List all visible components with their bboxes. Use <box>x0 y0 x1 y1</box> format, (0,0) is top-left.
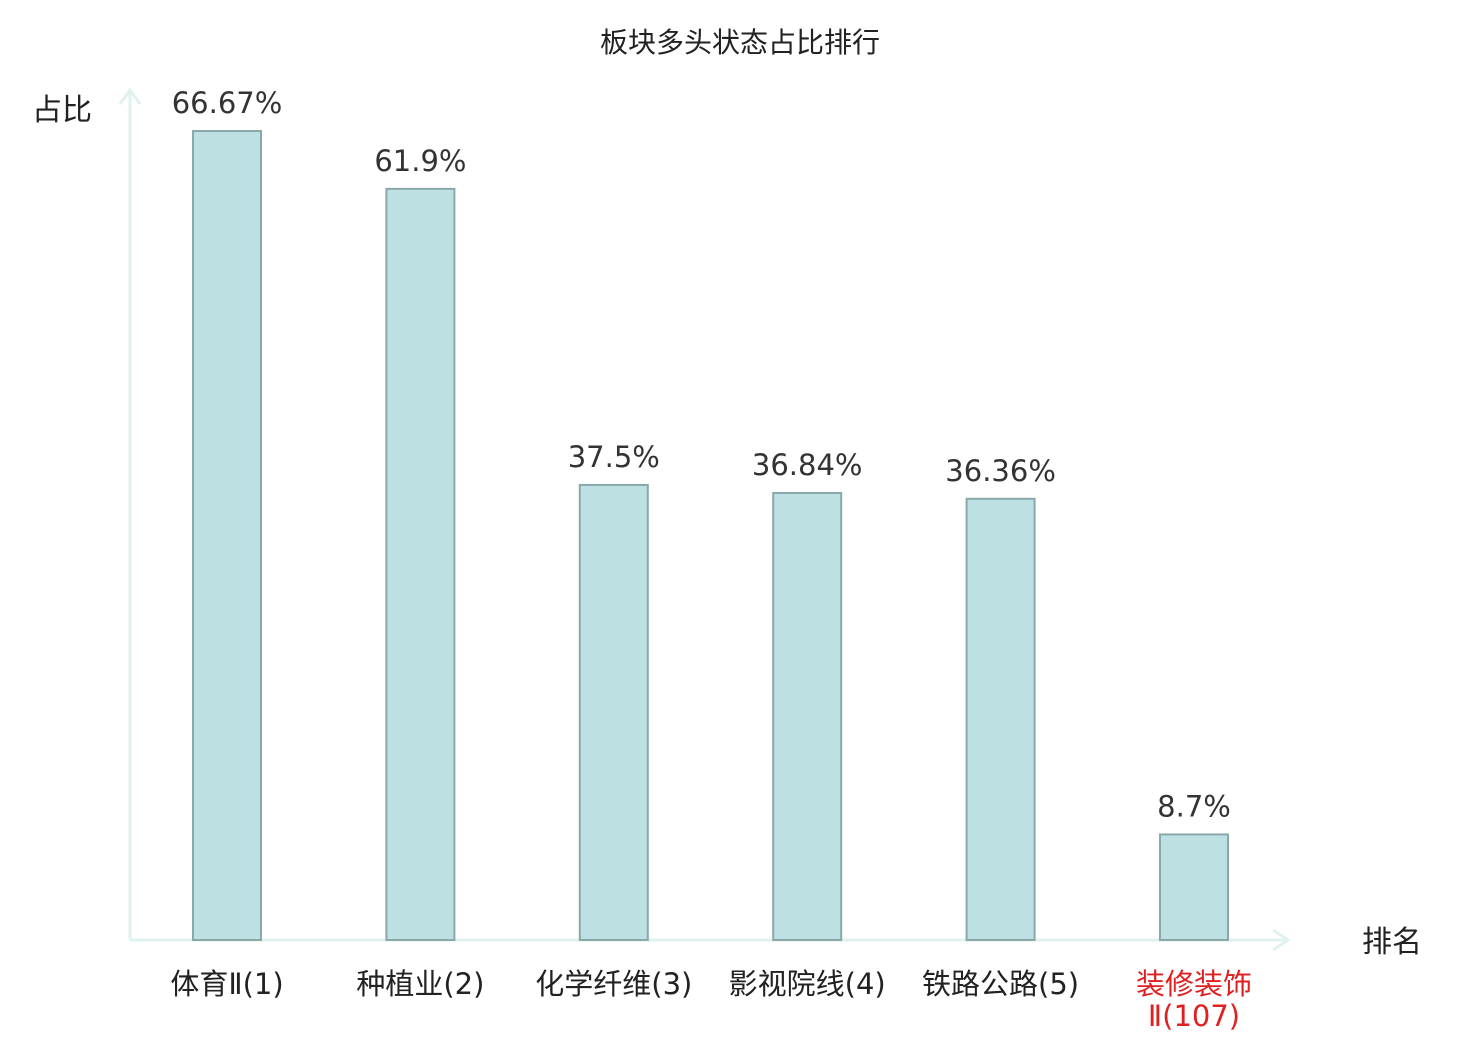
bar-3 <box>578 483 649 941</box>
x-axis-label: 排名 <box>1362 925 1422 960</box>
bar-2 <box>385 187 456 942</box>
bar-5 <box>965 497 1036 941</box>
category-labels-group: 体育Ⅱ(1) 种植业(2) 化学纤维(3) 影视院线(4) 铁路公路(5) 装修装饰Ⅱ(1… <box>170 967 1252 1033</box>
chart-title: 板块多头状态占比排行 <box>600 26 880 59</box>
y-axis-label: 占比 <box>32 93 92 128</box>
bar-6 <box>1159 833 1229 942</box>
value-label-6: 8.7% <box>1157 789 1231 823</box>
y-axis-arrow-icon <box>118 87 142 105</box>
axes <box>118 87 1291 952</box>
bars-group <box>192 130 1229 942</box>
category-label-3: 化学纤维(3) <box>535 967 692 1001</box>
value-label-3: 37.5% <box>568 440 660 474</box>
value-label-4: 36.84% <box>752 448 863 482</box>
x-axis-arrow-icon <box>1272 928 1291 952</box>
value-label-2: 61.9% <box>374 144 466 178</box>
value-label-5: 36.36% <box>945 454 1056 488</box>
category-label-6: 装修装饰 <box>1136 967 1252 1001</box>
bar-1 <box>192 130 262 941</box>
value-labels-group: 66.67% 61.9% 37.5% 36.84% 36.36% 8.7% <box>172 86 1231 823</box>
bar-4 <box>772 491 843 941</box>
category-rank-6: Ⅱ(107) <box>1148 999 1240 1033</box>
category-label-4: 影视院线(4) <box>729 967 886 1001</box>
category-label-2: 种植业(2) <box>356 967 484 1001</box>
category-label-5: 铁路公路(5) <box>922 967 1079 1001</box>
value-label-1: 66.67% <box>172 86 283 120</box>
category-label-1: 体育Ⅱ(1) <box>170 967 283 1001</box>
